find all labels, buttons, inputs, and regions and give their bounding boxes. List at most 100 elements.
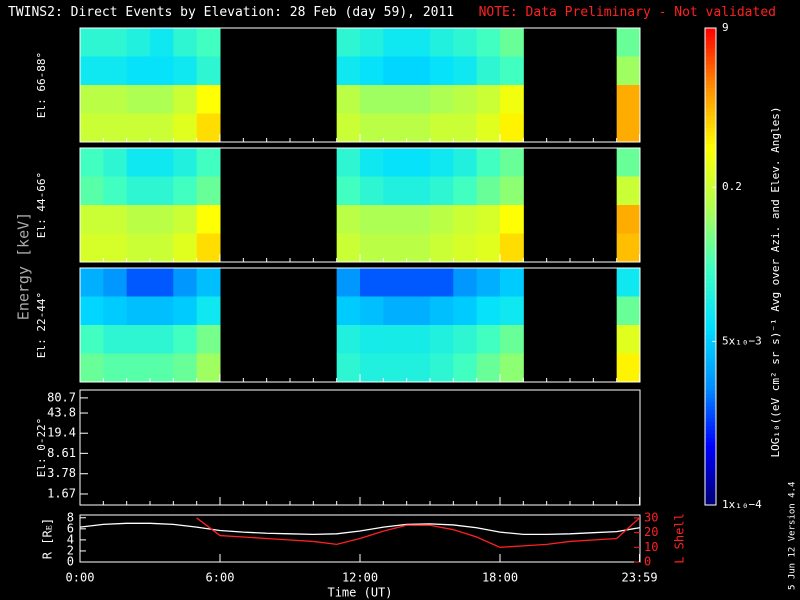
colorbar-swatch [705, 389, 716, 395]
heat-cell [406, 353, 431, 383]
colorbar-swatch [705, 222, 716, 228]
x-tick-label: 6:00 [206, 571, 235, 585]
colorbar-swatch [705, 39, 716, 45]
colorbar-swatch [705, 242, 716, 248]
heat-cell [126, 325, 151, 354]
panel-label: El: 66-88° [35, 52, 48, 118]
colorbar-swatch [705, 397, 716, 403]
colorbar-swatch [705, 353, 716, 359]
colorbar-frame [704, 27, 717, 506]
y-tick-label: 43.8 [47, 406, 76, 420]
heat-cell [406, 85, 431, 114]
colorbar-swatch [705, 111, 716, 117]
heat-cell [383, 233, 408, 263]
heat-cell [150, 85, 174, 114]
heat-cell [196, 113, 221, 143]
colorbar-swatch [705, 477, 716, 482]
heat-cell [453, 28, 478, 57]
colorbar-swatch [705, 449, 716, 454]
colorbar-swatch [705, 262, 716, 268]
colorbar-swatch [705, 99, 716, 105]
panel-frame [79, 389, 641, 506]
heat-cell [453, 353, 478, 383]
heat-cell [500, 353, 524, 383]
colorbar-swatch [705, 210, 716, 216]
heat-cell [430, 176, 454, 206]
y-tick-label: 8 [67, 510, 74, 524]
heat-cell [616, 268, 641, 297]
heat-cell [80, 176, 104, 206]
colorbar-swatch [705, 135, 716, 140]
colorbar-swatch [705, 115, 716, 121]
colorbar-swatch [705, 151, 716, 156]
heat-cell [80, 353, 104, 383]
heat-cell [103, 325, 128, 354]
colorbar-swatch [705, 202, 716, 208]
colorbar-swatch [705, 143, 716, 148]
heat-cell [476, 296, 501, 326]
heat-cell [126, 176, 151, 206]
heat-cell [616, 28, 641, 57]
x-tick-label: 0:00 [66, 571, 95, 585]
heat-cell [336, 85, 361, 114]
heat-cell [430, 296, 454, 326]
colorbar-swatch [705, 234, 716, 240]
note: NOTE: Data Preliminary - Not validated [479, 5, 776, 20]
colorbar-swatch [705, 405, 716, 411]
colorbar-swatch [705, 103, 716, 109]
heat-cell [173, 325, 198, 354]
heat-cell [476, 205, 501, 234]
y-tick-label: 3.78 [47, 466, 76, 480]
y-tick-label: 6 [67, 521, 74, 535]
heat-cell [616, 176, 641, 206]
colorbar-swatch [705, 190, 716, 196]
colorbar-swatch [705, 481, 716, 486]
heat-cell [80, 28, 104, 57]
heat-cell [103, 205, 128, 234]
x-tick-label: 18:00 [482, 571, 518, 585]
colorbar-swatch [705, 226, 716, 232]
colorbar-swatch [705, 302, 716, 307]
x-axis-title: Time (UT) [327, 586, 392, 600]
heat-cell [360, 296, 384, 326]
heat-cell [336, 56, 361, 86]
heat-cell [103, 233, 128, 263]
heat-cell [103, 28, 128, 57]
colorbar-swatch [705, 357, 716, 363]
x-tick-label: 12:00 [342, 571, 378, 585]
heat-cell [430, 268, 454, 297]
colorbar-swatch [705, 67, 716, 73]
colorbar-swatch [705, 381, 716, 387]
colorbar-swatch [705, 393, 716, 399]
heat-cell [196, 268, 221, 297]
heat-cell [80, 325, 104, 354]
heat-cell [126, 268, 151, 297]
colorbar-swatch [705, 95, 716, 101]
colorbar-swatch [705, 83, 716, 89]
heat-cell [196, 85, 221, 114]
colorbar-swatch [705, 465, 716, 470]
colorbar-swatch [705, 361, 716, 367]
y2-axis-title: L Shell [673, 513, 687, 564]
y-axis-title: R [Rᴇ] [41, 518, 55, 559]
heat-cell [500, 176, 524, 206]
colorbar-swatch [705, 349, 716, 355]
heat-cell [383, 28, 408, 57]
heat-cell [196, 233, 221, 263]
heat-cell [383, 296, 408, 326]
panel-label: El: 0-22° [35, 418, 48, 478]
heat-cell [150, 325, 174, 354]
colorbar-swatch [705, 457, 716, 462]
colorbar-tick-label: 0.2 [722, 180, 742, 193]
colorbar-swatch [705, 43, 716, 49]
heat-cell [500, 85, 524, 114]
colorbar-tick-label: 1x₁₀−4 [722, 498, 762, 511]
y-tick-label: 2 [67, 543, 74, 557]
y-tick-label: 4 [67, 532, 74, 546]
heat-cell [476, 325, 501, 354]
colorbar-swatch [705, 445, 716, 450]
heat-cell [80, 148, 104, 177]
colorbar-swatch [705, 306, 716, 311]
colorbar-swatch [705, 310, 716, 315]
colorbar-swatch [705, 274, 716, 280]
